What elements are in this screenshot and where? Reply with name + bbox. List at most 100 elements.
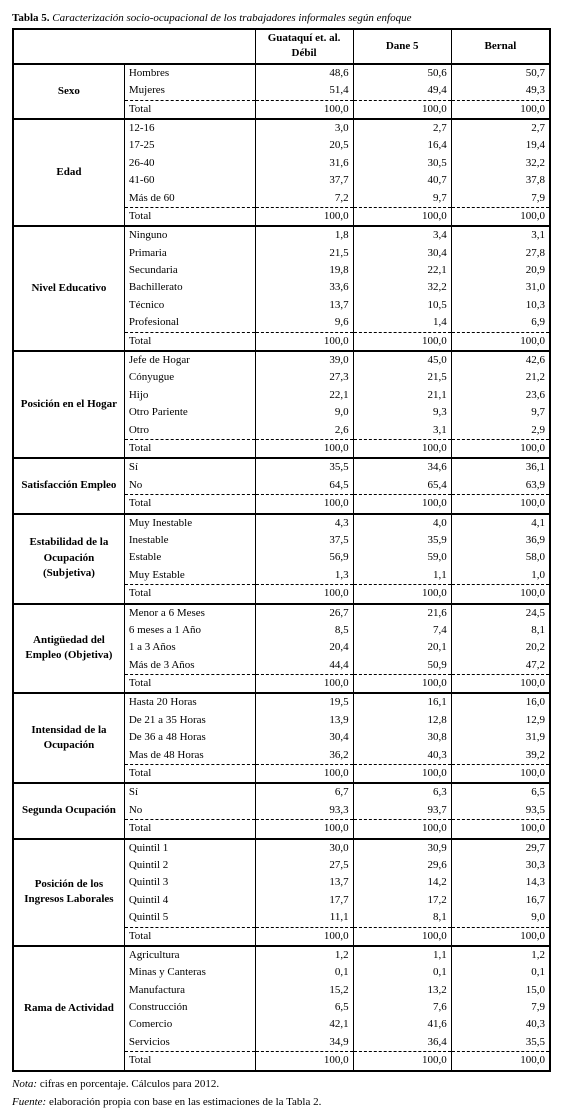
value-cell: 16,4 [353, 137, 451, 154]
value-cell: 2,9 [451, 422, 550, 440]
value-cell: 47,2 [451, 657, 550, 675]
row-label: Profesional [124, 314, 255, 332]
row-label: Inestable [124, 532, 255, 549]
value-cell: 45,0 [353, 351, 451, 369]
value-cell: 1,2 [255, 946, 353, 964]
value-cell: 29,6 [353, 857, 451, 874]
value-cell: 100,0 [451, 332, 550, 351]
row-label: No [124, 477, 255, 495]
row-label: Total [124, 100, 255, 119]
value-cell: 8,5 [255, 622, 353, 639]
row-label: Otro Pariente [124, 404, 255, 421]
value-cell: 0,1 [353, 964, 451, 981]
value-cell: 100,0 [255, 820, 353, 839]
value-cell: 9,0 [255, 404, 353, 421]
value-cell: 1,2 [451, 946, 550, 964]
value-cell: 39,2 [451, 747, 550, 765]
value-cell: 100,0 [451, 1052, 550, 1071]
value-cell: 31,9 [451, 729, 550, 746]
value-cell: 23,6 [451, 387, 550, 404]
value-cell: 50,7 [451, 64, 550, 82]
value-cell: 3,4 [353, 226, 451, 244]
value-cell: 21,2 [451, 369, 550, 386]
row-label: No [124, 802, 255, 820]
value-cell: 37,5 [255, 532, 353, 549]
value-cell: 93,7 [353, 802, 451, 820]
note-text: cifras en porcentaje. Cálculos para 2012… [37, 1078, 219, 1090]
row-label: Jefe de Hogar [124, 351, 255, 369]
value-cell: 9,7 [451, 404, 550, 421]
value-cell: 30,3 [451, 857, 550, 874]
value-cell: 8,1 [451, 622, 550, 639]
value-cell: 35,5 [451, 1034, 550, 1052]
value-cell: 12,8 [353, 712, 451, 729]
row-label: Más de 3 Años [124, 657, 255, 675]
value-cell: 36,1 [451, 458, 550, 476]
header-col-1: Guataquí et. al. Débil [255, 29, 353, 64]
value-cell: 13,9 [255, 712, 353, 729]
value-cell: 21,1 [353, 387, 451, 404]
value-cell: 20,9 [451, 262, 550, 279]
table-row: Posición de los Ingresos LaboralesQuinti… [13, 839, 550, 857]
value-cell: 36,9 [451, 532, 550, 549]
row-label: Agricultura [124, 946, 255, 964]
row-label: Quintil 1 [124, 839, 255, 857]
value-cell: 100,0 [353, 439, 451, 458]
value-cell: 65,4 [353, 477, 451, 495]
value-cell: 24,5 [451, 604, 550, 622]
value-cell: 14,3 [451, 874, 550, 891]
row-label: 17-25 [124, 137, 255, 154]
row-label: Comercio [124, 1016, 255, 1033]
value-cell: 30,8 [353, 729, 451, 746]
value-cell: 37,7 [255, 172, 353, 189]
value-cell: 50,6 [353, 64, 451, 82]
value-cell: 20,4 [255, 639, 353, 656]
value-cell: 100,0 [451, 585, 550, 604]
value-cell: 22,1 [255, 387, 353, 404]
row-label: Mas de 48 Horas [124, 747, 255, 765]
value-cell: 7,9 [451, 190, 550, 208]
value-cell: 100,0 [353, 765, 451, 784]
value-cell: 8,1 [353, 909, 451, 927]
row-label: Total [124, 332, 255, 351]
value-cell: 100,0 [255, 765, 353, 784]
value-cell: 10,3 [451, 297, 550, 314]
value-cell: 20,2 [451, 639, 550, 656]
value-cell: 3,1 [353, 422, 451, 440]
row-label: 41-60 [124, 172, 255, 189]
value-cell: 42,1 [255, 1016, 353, 1033]
value-cell: 9,6 [255, 314, 353, 332]
value-cell: 100,0 [353, 495, 451, 514]
table-note: Nota: cifras en porcentaje. Cálculos par… [12, 1078, 551, 1090]
value-cell: 9,3 [353, 404, 451, 421]
value-cell: 1,1 [353, 946, 451, 964]
value-cell: 10,5 [353, 297, 451, 314]
value-cell: 59,0 [353, 549, 451, 566]
row-label: Primaria [124, 245, 255, 262]
value-cell: 13,7 [255, 297, 353, 314]
group-name-cell: Antigüedad del Empleo (Objetiva) [13, 604, 124, 694]
value-cell: 22,1 [353, 262, 451, 279]
table-row: Edad12-163,02,72,7 [13, 119, 550, 137]
table-row: SexoHombres48,650,650,7 [13, 64, 550, 82]
value-cell: 100,0 [451, 675, 550, 694]
value-cell: 20,1 [353, 639, 451, 656]
value-cell: 15,2 [255, 982, 353, 999]
value-cell: 6,3 [353, 783, 451, 801]
value-cell: 7,2 [255, 190, 353, 208]
value-cell: 7,6 [353, 999, 451, 1016]
value-cell: 36,2 [255, 747, 353, 765]
value-cell: 30,9 [353, 839, 451, 857]
row-label: Sí [124, 458, 255, 476]
value-cell: 13,7 [255, 874, 353, 891]
row-label: Quintil 3 [124, 874, 255, 891]
table-row: Estabilidad de la Ocupación (Subjetiva)M… [13, 514, 550, 532]
group-name-cell: Sexo [13, 64, 124, 119]
row-label: Hijo [124, 387, 255, 404]
value-cell: 36,4 [353, 1034, 451, 1052]
row-label: Muy Estable [124, 567, 255, 585]
table-source: Fuente: elaboración propia con base en l… [12, 1096, 551, 1108]
row-label: Construcción [124, 999, 255, 1016]
table-row: Intensidad de la OcupaciónHasta 20 Horas… [13, 693, 550, 711]
value-cell: 12,9 [451, 712, 550, 729]
